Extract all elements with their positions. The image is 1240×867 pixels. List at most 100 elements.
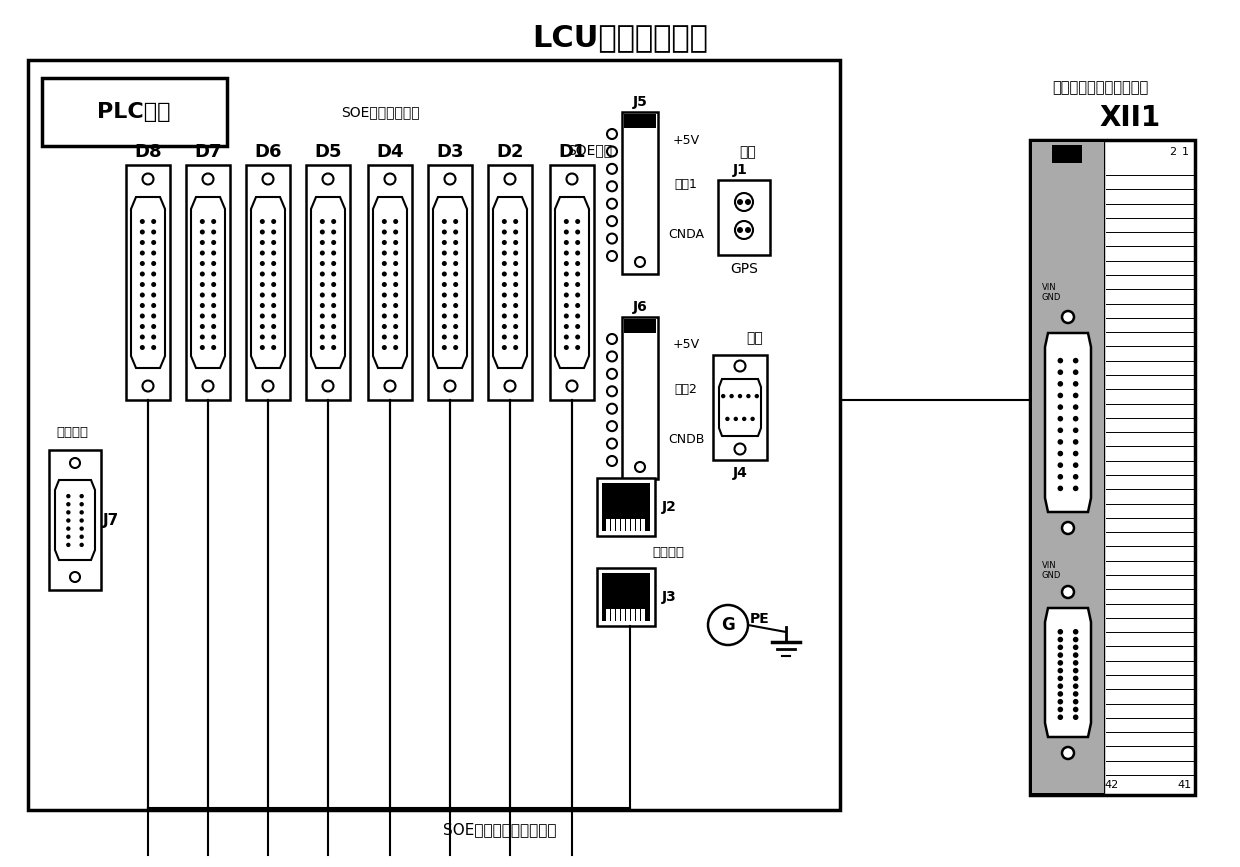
Text: J1: J1 — [733, 163, 748, 177]
Circle shape — [322, 381, 334, 392]
Text: PE: PE — [750, 612, 770, 626]
Bar — [641, 609, 645, 621]
Bar — [616, 609, 620, 621]
Circle shape — [564, 303, 569, 308]
Circle shape — [735, 193, 753, 211]
Polygon shape — [250, 197, 285, 368]
Circle shape — [79, 518, 84, 523]
Circle shape — [151, 324, 156, 329]
Circle shape — [453, 324, 458, 329]
Text: D6: D6 — [254, 143, 281, 161]
Circle shape — [502, 292, 507, 297]
Circle shape — [1058, 636, 1063, 642]
Text: J4: J4 — [733, 466, 748, 480]
Circle shape — [211, 324, 216, 329]
Circle shape — [608, 334, 618, 344]
Circle shape — [1061, 311, 1074, 323]
Circle shape — [140, 292, 145, 297]
Bar — [718, 180, 770, 255]
Bar — [626, 609, 630, 621]
Circle shape — [211, 261, 216, 266]
Bar — [1030, 140, 1195, 795]
Circle shape — [453, 303, 458, 308]
Circle shape — [79, 543, 84, 547]
Circle shape — [331, 335, 336, 340]
Circle shape — [1061, 747, 1074, 759]
Circle shape — [211, 303, 216, 308]
Circle shape — [393, 219, 398, 224]
Text: 对时: 对时 — [739, 145, 756, 159]
Circle shape — [608, 421, 618, 431]
Circle shape — [513, 335, 518, 340]
Bar — [1032, 142, 1104, 793]
Circle shape — [202, 381, 213, 392]
Circle shape — [211, 240, 216, 245]
Circle shape — [513, 292, 518, 297]
Circle shape — [272, 292, 277, 297]
Bar — [596, 478, 655, 536]
Bar — [1052, 145, 1083, 163]
Bar — [551, 165, 594, 400]
Circle shape — [441, 292, 446, 297]
Circle shape — [564, 271, 569, 277]
Circle shape — [1061, 586, 1074, 598]
Circle shape — [564, 251, 569, 256]
Circle shape — [1058, 462, 1063, 468]
Circle shape — [441, 335, 446, 340]
Circle shape — [564, 230, 569, 234]
Text: GPS: GPS — [730, 262, 758, 276]
Circle shape — [151, 345, 156, 350]
Text: J2: J2 — [662, 500, 677, 514]
Circle shape — [200, 292, 205, 297]
Circle shape — [755, 394, 759, 398]
Circle shape — [1058, 404, 1063, 410]
Circle shape — [502, 335, 507, 340]
Circle shape — [263, 381, 274, 392]
Circle shape — [331, 314, 336, 318]
Circle shape — [745, 227, 751, 233]
Text: GND: GND — [1042, 570, 1061, 579]
Circle shape — [79, 494, 84, 499]
Circle shape — [211, 282, 216, 287]
Circle shape — [320, 292, 325, 297]
Circle shape — [272, 303, 277, 308]
Circle shape — [140, 324, 145, 329]
Bar — [186, 165, 229, 400]
Circle shape — [382, 219, 387, 224]
Circle shape — [1073, 486, 1079, 492]
Circle shape — [735, 221, 753, 239]
Circle shape — [1058, 427, 1063, 434]
Circle shape — [211, 230, 216, 234]
Circle shape — [393, 230, 398, 234]
Circle shape — [200, 271, 205, 277]
Circle shape — [608, 147, 618, 156]
Circle shape — [513, 303, 518, 308]
Circle shape — [211, 292, 216, 297]
Circle shape — [1058, 652, 1063, 658]
Circle shape — [393, 271, 398, 277]
Circle shape — [393, 282, 398, 287]
Text: J3: J3 — [662, 590, 676, 604]
Circle shape — [729, 394, 734, 398]
Text: 供电2: 供电2 — [675, 382, 697, 395]
Circle shape — [608, 251, 618, 261]
Circle shape — [260, 251, 265, 256]
Circle shape — [211, 219, 216, 224]
Circle shape — [151, 335, 156, 340]
Circle shape — [608, 368, 618, 379]
Circle shape — [725, 417, 729, 421]
Circle shape — [140, 251, 145, 256]
Circle shape — [382, 292, 387, 297]
Circle shape — [382, 251, 387, 256]
Circle shape — [502, 345, 507, 350]
Text: VIN: VIN — [1042, 560, 1056, 570]
Circle shape — [1061, 522, 1074, 534]
Circle shape — [260, 292, 265, 297]
Circle shape — [502, 314, 507, 318]
Circle shape — [200, 324, 205, 329]
Bar — [29, 60, 839, 810]
Circle shape — [1073, 451, 1079, 456]
Circle shape — [1058, 451, 1063, 456]
Circle shape — [453, 240, 458, 245]
Polygon shape — [1045, 608, 1091, 737]
